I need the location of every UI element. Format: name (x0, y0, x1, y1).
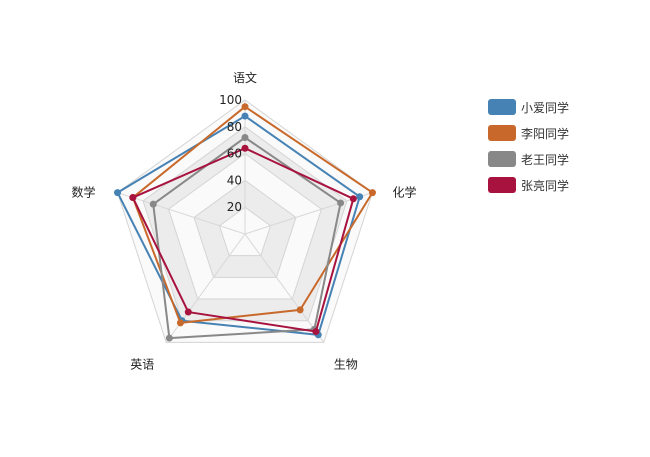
series-line-3 (131, 147, 355, 333)
series-2-point-4 (149, 200, 157, 208)
series-0-point-4 (114, 189, 122, 197)
axis-label-0: 语文 (233, 70, 257, 85)
series-2-point-0 (241, 134, 249, 142)
legend-label-1: 李阳同学 (521, 126, 570, 141)
spoke-4 (117, 192, 246, 235)
legend-item-3[interactable]: 张亮同学 (488, 172, 569, 198)
series-3-point-0 (241, 144, 249, 152)
axis-label-1: 化学 (392, 185, 416, 200)
legend-item-2[interactable]: 老王同学 (488, 146, 569, 172)
series-3-point-4 (129, 194, 137, 202)
series-2-point-1 (337, 199, 345, 207)
axis-label-4: 数学 (72, 185, 96, 200)
legend-swatch-2 (488, 151, 516, 167)
series-1-point-0 (241, 103, 249, 111)
tick-label-100: 100 (219, 93, 242, 107)
legend-label-2: 老王同学 (521, 152, 570, 167)
legend-label-3: 张亮同学 (521, 178, 570, 193)
series-3-point-2 (312, 328, 320, 336)
radar-spokes (117, 100, 373, 343)
series-3-point-3 (184, 308, 192, 316)
radial-tick-labels: 20 40 60 80 100 (219, 93, 242, 214)
legend-item-0[interactable]: 小爱同学 (488, 94, 569, 120)
series-1-point-2 (296, 306, 304, 314)
legend-item-1[interactable]: 李阳同学 (488, 120, 569, 146)
series-3 (129, 144, 357, 336)
series-line-0 (116, 115, 361, 336)
series-line-2 (152, 136, 342, 340)
axis-label-2: 生物 (334, 357, 358, 371)
legend: 小爱同学李阳同学老王同学张亮同学 (488, 94, 569, 198)
series-2 (149, 134, 345, 342)
tick-label-20: 20 (227, 200, 242, 214)
legend-swatch-1 (488, 125, 516, 141)
spoke-2 (244, 233, 325, 343)
series-2-point-3 (165, 334, 173, 342)
series-0-point-1 (356, 193, 364, 201)
tick-label-80: 80 (227, 120, 242, 134)
series-1-point-3 (176, 319, 184, 327)
legend-swatch-0 (488, 99, 516, 115)
legend-label-0: 小爱同学 (521, 100, 570, 115)
axis-label-3: 英语 (130, 357, 154, 371)
radar-series (114, 103, 376, 342)
series-1-point-1 (368, 189, 376, 197)
series-3-point-1 (349, 195, 357, 203)
legend-swatch-3 (488, 177, 516, 193)
series-0-point-0 (241, 112, 249, 120)
tick-label-40: 40 (227, 173, 242, 187)
tick-label-60: 60 (227, 147, 242, 161)
series-line-1 (131, 105, 374, 324)
